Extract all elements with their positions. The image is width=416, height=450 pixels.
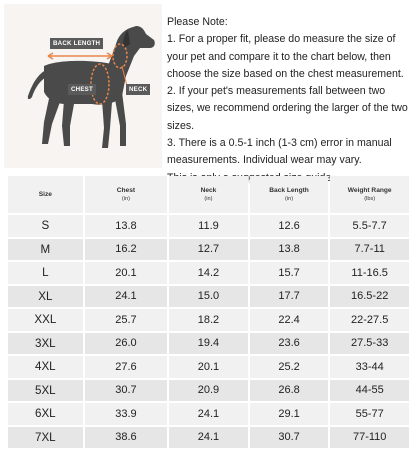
size-table: Size Chest (in) Neck (in) Back Length (in) … xyxy=(6,174,411,450)
cell-neck: 19.4 xyxy=(169,332,248,354)
table-row: M 16.2 12.7 13.8 7.7-11 xyxy=(8,238,409,260)
cell-back-length: 22.4 xyxy=(249,309,329,331)
cell-neck: 14.2 xyxy=(169,262,248,284)
neck-measure-ring xyxy=(112,43,128,69)
cell-back-length: 30.7 xyxy=(249,426,329,448)
cell-back-length: 26.8 xyxy=(249,379,329,401)
cell-neck: 20.1 xyxy=(169,356,248,378)
header-size: Size xyxy=(8,176,83,213)
cell-size: XL xyxy=(8,285,83,307)
cell-chest: 38.6 xyxy=(84,426,168,448)
cell-weight-range: 27.5-33 xyxy=(330,332,409,354)
cell-chest: 33.9 xyxy=(84,403,168,425)
dog-measurement-diagram: BACK LENGTH CHEST NECK xyxy=(4,4,162,168)
chest-label: CHEST xyxy=(68,84,96,95)
table-row: 5XL 30.7 20.9 26.8 44-55 xyxy=(8,379,409,401)
table-row: 6XL 33.9 24.1 29.1 55-77 xyxy=(8,403,409,425)
cell-chest: 16.2 xyxy=(84,238,168,260)
cell-size: XXL xyxy=(8,309,83,331)
cell-back-length: 13.8 xyxy=(249,238,329,260)
cell-weight-range: 11-16.5 xyxy=(330,262,409,284)
cell-weight-range: 22-27.5 xyxy=(330,309,409,331)
dog-silhouette xyxy=(27,26,155,148)
cell-size: S xyxy=(8,215,83,237)
cell-chest: 20.1 xyxy=(84,262,168,284)
cell-back-length: 17.7 xyxy=(249,285,329,307)
cell-neck: 24.1 xyxy=(169,403,248,425)
chest-measure-ring xyxy=(90,63,110,105)
cell-size: 6XL xyxy=(8,403,83,425)
table-row: 4XL 27.6 20.1 25.2 33-44 xyxy=(8,356,409,378)
cell-neck: 20.9 xyxy=(169,379,248,401)
table-row: XL 24.1 15.0 17.7 16.5-22 xyxy=(8,285,409,307)
cell-weight-range: 33-44 xyxy=(330,356,409,378)
note-item: 1. For a proper fit, please do measure t… xyxy=(167,33,404,80)
header-neck: Neck (in) xyxy=(169,176,248,213)
cell-neck: 11.9 xyxy=(169,215,248,237)
cell-chest: 24.1 xyxy=(84,285,168,307)
cell-back-length: 29.1 xyxy=(249,403,329,425)
cell-neck: 18.2 xyxy=(169,309,248,331)
cell-chest: 27.6 xyxy=(84,356,168,378)
note-item: 3. There is a 0.5-1 inch (1-3 cm) error … xyxy=(167,137,392,167)
cell-size: 3XL xyxy=(8,332,83,354)
table-row: 3XL 26.0 19.4 23.6 27.5-33 xyxy=(8,332,409,354)
table-row: 7XL 38.6 24.1 30.7 77-110 xyxy=(8,426,409,448)
cell-back-length: 15.7 xyxy=(249,262,329,284)
cell-weight-range: 55-77 xyxy=(330,403,409,425)
table-row: S 13.8 11.9 12.6 5.5-7.7 xyxy=(8,215,409,237)
cell-back-length: 12.6 xyxy=(249,215,329,237)
cell-neck: 24.1 xyxy=(169,426,248,448)
cell-weight-range: 7.7-11 xyxy=(330,238,409,260)
cell-chest: 13.8 xyxy=(84,215,168,237)
cell-weight-range: 5.5-7.7 xyxy=(330,215,409,237)
cell-chest: 30.7 xyxy=(84,379,168,401)
please-note-panel: Please Note: 1. For a proper fit, please… xyxy=(167,14,412,187)
cell-chest: 25.7 xyxy=(84,309,168,331)
cell-size: L xyxy=(8,262,83,284)
cell-size: M xyxy=(8,238,83,260)
back-length-label: BACK LENGTH xyxy=(50,38,104,49)
note-title: Please Note: xyxy=(167,16,228,28)
cell-neck: 15.0 xyxy=(169,285,248,307)
cell-size: 5XL xyxy=(8,379,83,401)
cell-back-length: 23.6 xyxy=(249,332,329,354)
header-back-length: Back Length (in) xyxy=(249,176,329,213)
cell-weight-range: 44-55 xyxy=(330,379,409,401)
neck-label: NECK xyxy=(126,84,151,95)
cell-size: 4XL xyxy=(8,356,83,378)
cell-weight-range: 77-110 xyxy=(330,426,409,448)
table-row: XXL 25.7 18.2 22.4 22-27.5 xyxy=(8,309,409,331)
cell-weight-range: 16.5-22 xyxy=(330,285,409,307)
top-section: BACK LENGTH CHEST NECK Please Note: 1. F… xyxy=(0,0,416,184)
back-length-arrow xyxy=(47,52,113,60)
note-item: 2. If your pet's measurements fall betwe… xyxy=(167,85,408,132)
table-row: L 20.1 14.2 15.7 11-16.5 xyxy=(8,262,409,284)
header-weight-range: Weight Range (lbs) xyxy=(330,176,409,213)
size-chart: Size Chest (in) Neck (in) Back Length (in) … xyxy=(6,174,411,450)
header-chest: Chest (in) xyxy=(84,176,168,213)
cell-chest: 26.0 xyxy=(84,332,168,354)
cell-back-length: 25.2 xyxy=(249,356,329,378)
table-header-row: Size Chest (in) Neck (in) Back Length (in) … xyxy=(8,176,409,213)
cell-size: 7XL xyxy=(8,426,83,448)
cell-neck: 12.7 xyxy=(169,238,248,260)
